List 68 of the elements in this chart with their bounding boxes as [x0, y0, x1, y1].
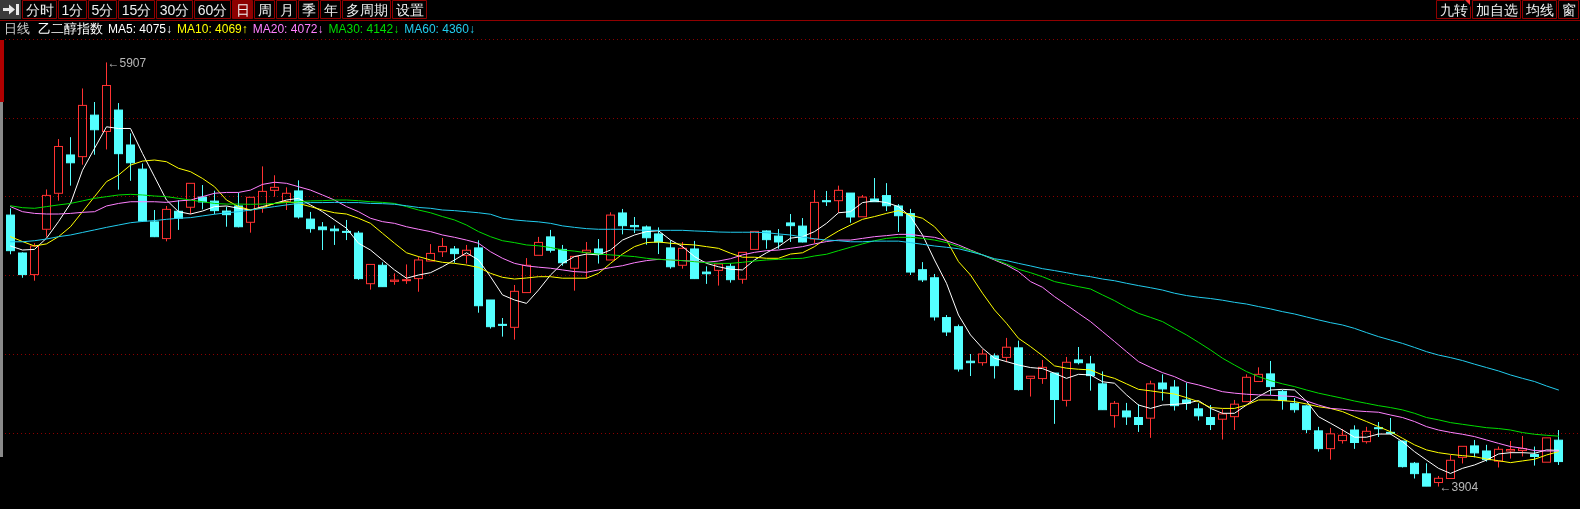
chart-subtitle: 日线 — [4, 21, 30, 36]
candlestick — [66, 136, 75, 187]
candlestick — [366, 263, 375, 291]
candlestick — [270, 174, 279, 198]
candlestick — [246, 196, 255, 234]
candlestick — [570, 255, 579, 292]
candlestick — [1434, 475, 1443, 488]
candlestick — [738, 251, 747, 285]
annotation: ←3904 — [1439, 479, 1479, 494]
candlestick — [654, 226, 663, 255]
candlestick — [1266, 360, 1275, 396]
candlestick — [918, 261, 927, 283]
candlestick — [1206, 404, 1215, 431]
candlestick — [1314, 426, 1323, 453]
candlestick — [1530, 446, 1539, 467]
candlestick — [150, 209, 159, 238]
candlestick — [1062, 356, 1071, 408]
candlestick — [666, 239, 675, 270]
text: MA30: 4142↓ — [328, 22, 400, 36]
text: MA10: 4069↑ — [177, 22, 248, 36]
candlestick — [1446, 454, 1455, 480]
candlestick — [126, 132, 135, 182]
candlestick — [846, 192, 855, 224]
candlestick — [1158, 373, 1167, 402]
candlestick — [1230, 399, 1239, 431]
candlestick — [990, 352, 999, 380]
text: MA5: 4075↓ — [108, 22, 173, 36]
candlestick — [522, 257, 531, 294]
text: MA60: 4360↓ — [404, 22, 475, 36]
candlestick — [726, 262, 735, 284]
candlestick — [438, 237, 447, 258]
candlestick — [510, 284, 519, 341]
candlestick — [18, 251, 27, 279]
chart-title: 乙二醇指数 — [38, 21, 103, 36]
text: MA20: 4072↓ — [252, 22, 324, 36]
candlestick — [1242, 373, 1251, 403]
candlestick — [774, 228, 783, 250]
candlestick — [378, 261, 387, 288]
candlestick — [1554, 429, 1563, 466]
candlestick — [786, 213, 795, 243]
candlestick — [498, 317, 507, 338]
candlestick — [90, 101, 99, 156]
candlestick — [306, 211, 315, 234]
candlestick — [942, 314, 951, 337]
candlestick — [1134, 403, 1143, 433]
candlestick — [54, 138, 63, 202]
candlestick — [1038, 359, 1047, 385]
candlestick — [1362, 426, 1371, 445]
candlestick — [462, 244, 471, 265]
candlestick — [1542, 437, 1551, 463]
candlestick — [750, 230, 759, 250]
candlestick — [546, 229, 555, 254]
candlestick — [1302, 404, 1311, 434]
candlestick — [318, 221, 327, 251]
candlestick — [1422, 462, 1431, 487]
candlestick — [330, 224, 339, 246]
candlestick — [582, 241, 591, 280]
candlestick — [78, 87, 87, 166]
annotation: ←5907 — [107, 55, 147, 70]
candlestick — [618, 208, 627, 235]
candlestick — [1026, 375, 1035, 398]
candlestick — [1122, 402, 1131, 426]
candlestick — [426, 243, 435, 262]
candlestick — [102, 61, 111, 150]
candlestick — [1254, 366, 1263, 383]
candlestick — [714, 263, 723, 287]
candlestick — [42, 188, 51, 238]
candlestick — [1110, 400, 1119, 429]
